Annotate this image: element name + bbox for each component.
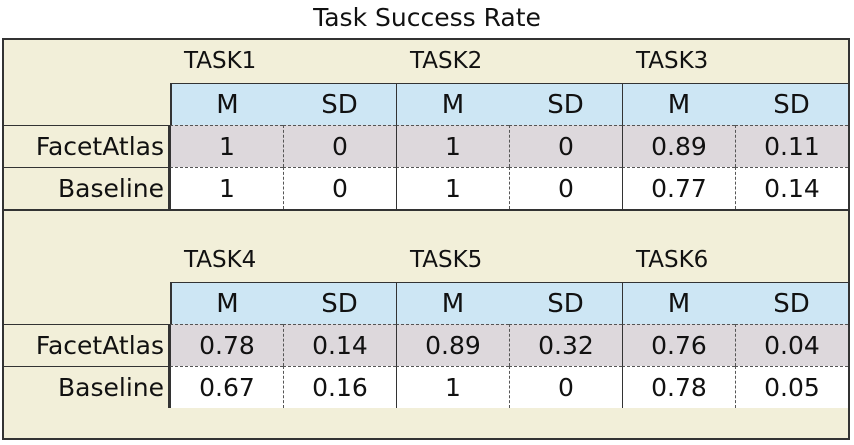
task-label: TASK2 xyxy=(410,48,483,74)
sd-header: SD xyxy=(735,83,848,125)
value-cell: 0 xyxy=(509,125,622,167)
group-separator xyxy=(4,209,848,211)
task-label: TASK3 xyxy=(636,48,709,74)
task-header-spacer xyxy=(4,239,170,282)
value-cell: 0.67 xyxy=(170,366,283,408)
measure-header-row: M SD M SD M SD xyxy=(4,282,848,324)
value-cell: 0.89 xyxy=(622,125,735,167)
measure-header-spacer xyxy=(4,83,170,125)
task-header-row: TASK1 TASK2 TASK3 xyxy=(4,40,848,83)
task-label: TASK4 xyxy=(184,247,257,273)
task-header-spacer xyxy=(4,40,170,83)
value-cell: 1 xyxy=(170,167,283,209)
mean-header: M xyxy=(170,282,283,324)
value-cell: 0.04 xyxy=(735,324,848,366)
data-row: Baseline 0.67 0.16 1 0 0.78 0.05 xyxy=(4,366,848,408)
value-cell: 0.76 xyxy=(622,324,735,366)
value-cell: 0.78 xyxy=(622,366,735,408)
value-cell: 0.14 xyxy=(283,324,396,366)
sd-header: SD xyxy=(509,282,622,324)
mean-header: M xyxy=(396,282,509,324)
measure-header-row: M SD M SD M SD xyxy=(4,83,848,125)
row-label: FacetAtlas xyxy=(4,324,170,366)
row-label: FacetAtlas xyxy=(4,125,170,167)
value-cell: 1 xyxy=(396,167,509,209)
data-row: Baseline 1 0 1 0 0.77 0.14 xyxy=(4,167,848,209)
value-cell: 0.89 xyxy=(396,324,509,366)
data-row: FacetAtlas 1 0 1 0 0.89 0.11 xyxy=(4,125,848,167)
value-cell: 1 xyxy=(396,125,509,167)
success-rate-table: TASK1 TASK2 TASK3 M SD M SD M SD FacetAtlas 1 0 1 0 0.… xyxy=(2,38,850,440)
sd-header: SD xyxy=(735,282,848,324)
task-header-row: TASK4 TASK5 TASK6 xyxy=(4,239,848,282)
value-cell: 0.05 xyxy=(735,366,848,408)
task-label: TASK5 xyxy=(410,247,483,273)
task-label: TASK1 xyxy=(184,48,257,74)
value-cell: 0.16 xyxy=(283,366,396,408)
value-cell: 0 xyxy=(509,366,622,408)
task-label: TASK6 xyxy=(636,247,709,273)
value-cell: 0.78 xyxy=(170,324,283,366)
sd-header: SD xyxy=(283,282,396,324)
mean-header: M xyxy=(396,83,509,125)
value-cell: 0.14 xyxy=(735,167,848,209)
mean-header: M xyxy=(170,83,283,125)
value-cell: 1 xyxy=(396,366,509,408)
value-cell: 0 xyxy=(283,167,396,209)
mean-header: M xyxy=(622,282,735,324)
value-cell: 0 xyxy=(283,125,396,167)
measure-header-spacer xyxy=(4,282,170,324)
value-cell: 0.11 xyxy=(735,125,848,167)
sd-header: SD xyxy=(283,83,396,125)
data-row: FacetAtlas 0.78 0.14 0.89 0.32 0.76 0.04 xyxy=(4,324,848,366)
sd-header: SD xyxy=(509,83,622,125)
row-label: Baseline xyxy=(4,366,170,408)
value-cell: 0 xyxy=(509,167,622,209)
row-label: Baseline xyxy=(4,167,170,209)
value-cell: 1 xyxy=(170,125,283,167)
value-cell: 0.77 xyxy=(622,167,735,209)
mean-header: M xyxy=(622,83,735,125)
value-cell: 0.32 xyxy=(509,324,622,366)
chart-title: Task Success Rate xyxy=(313,3,541,32)
